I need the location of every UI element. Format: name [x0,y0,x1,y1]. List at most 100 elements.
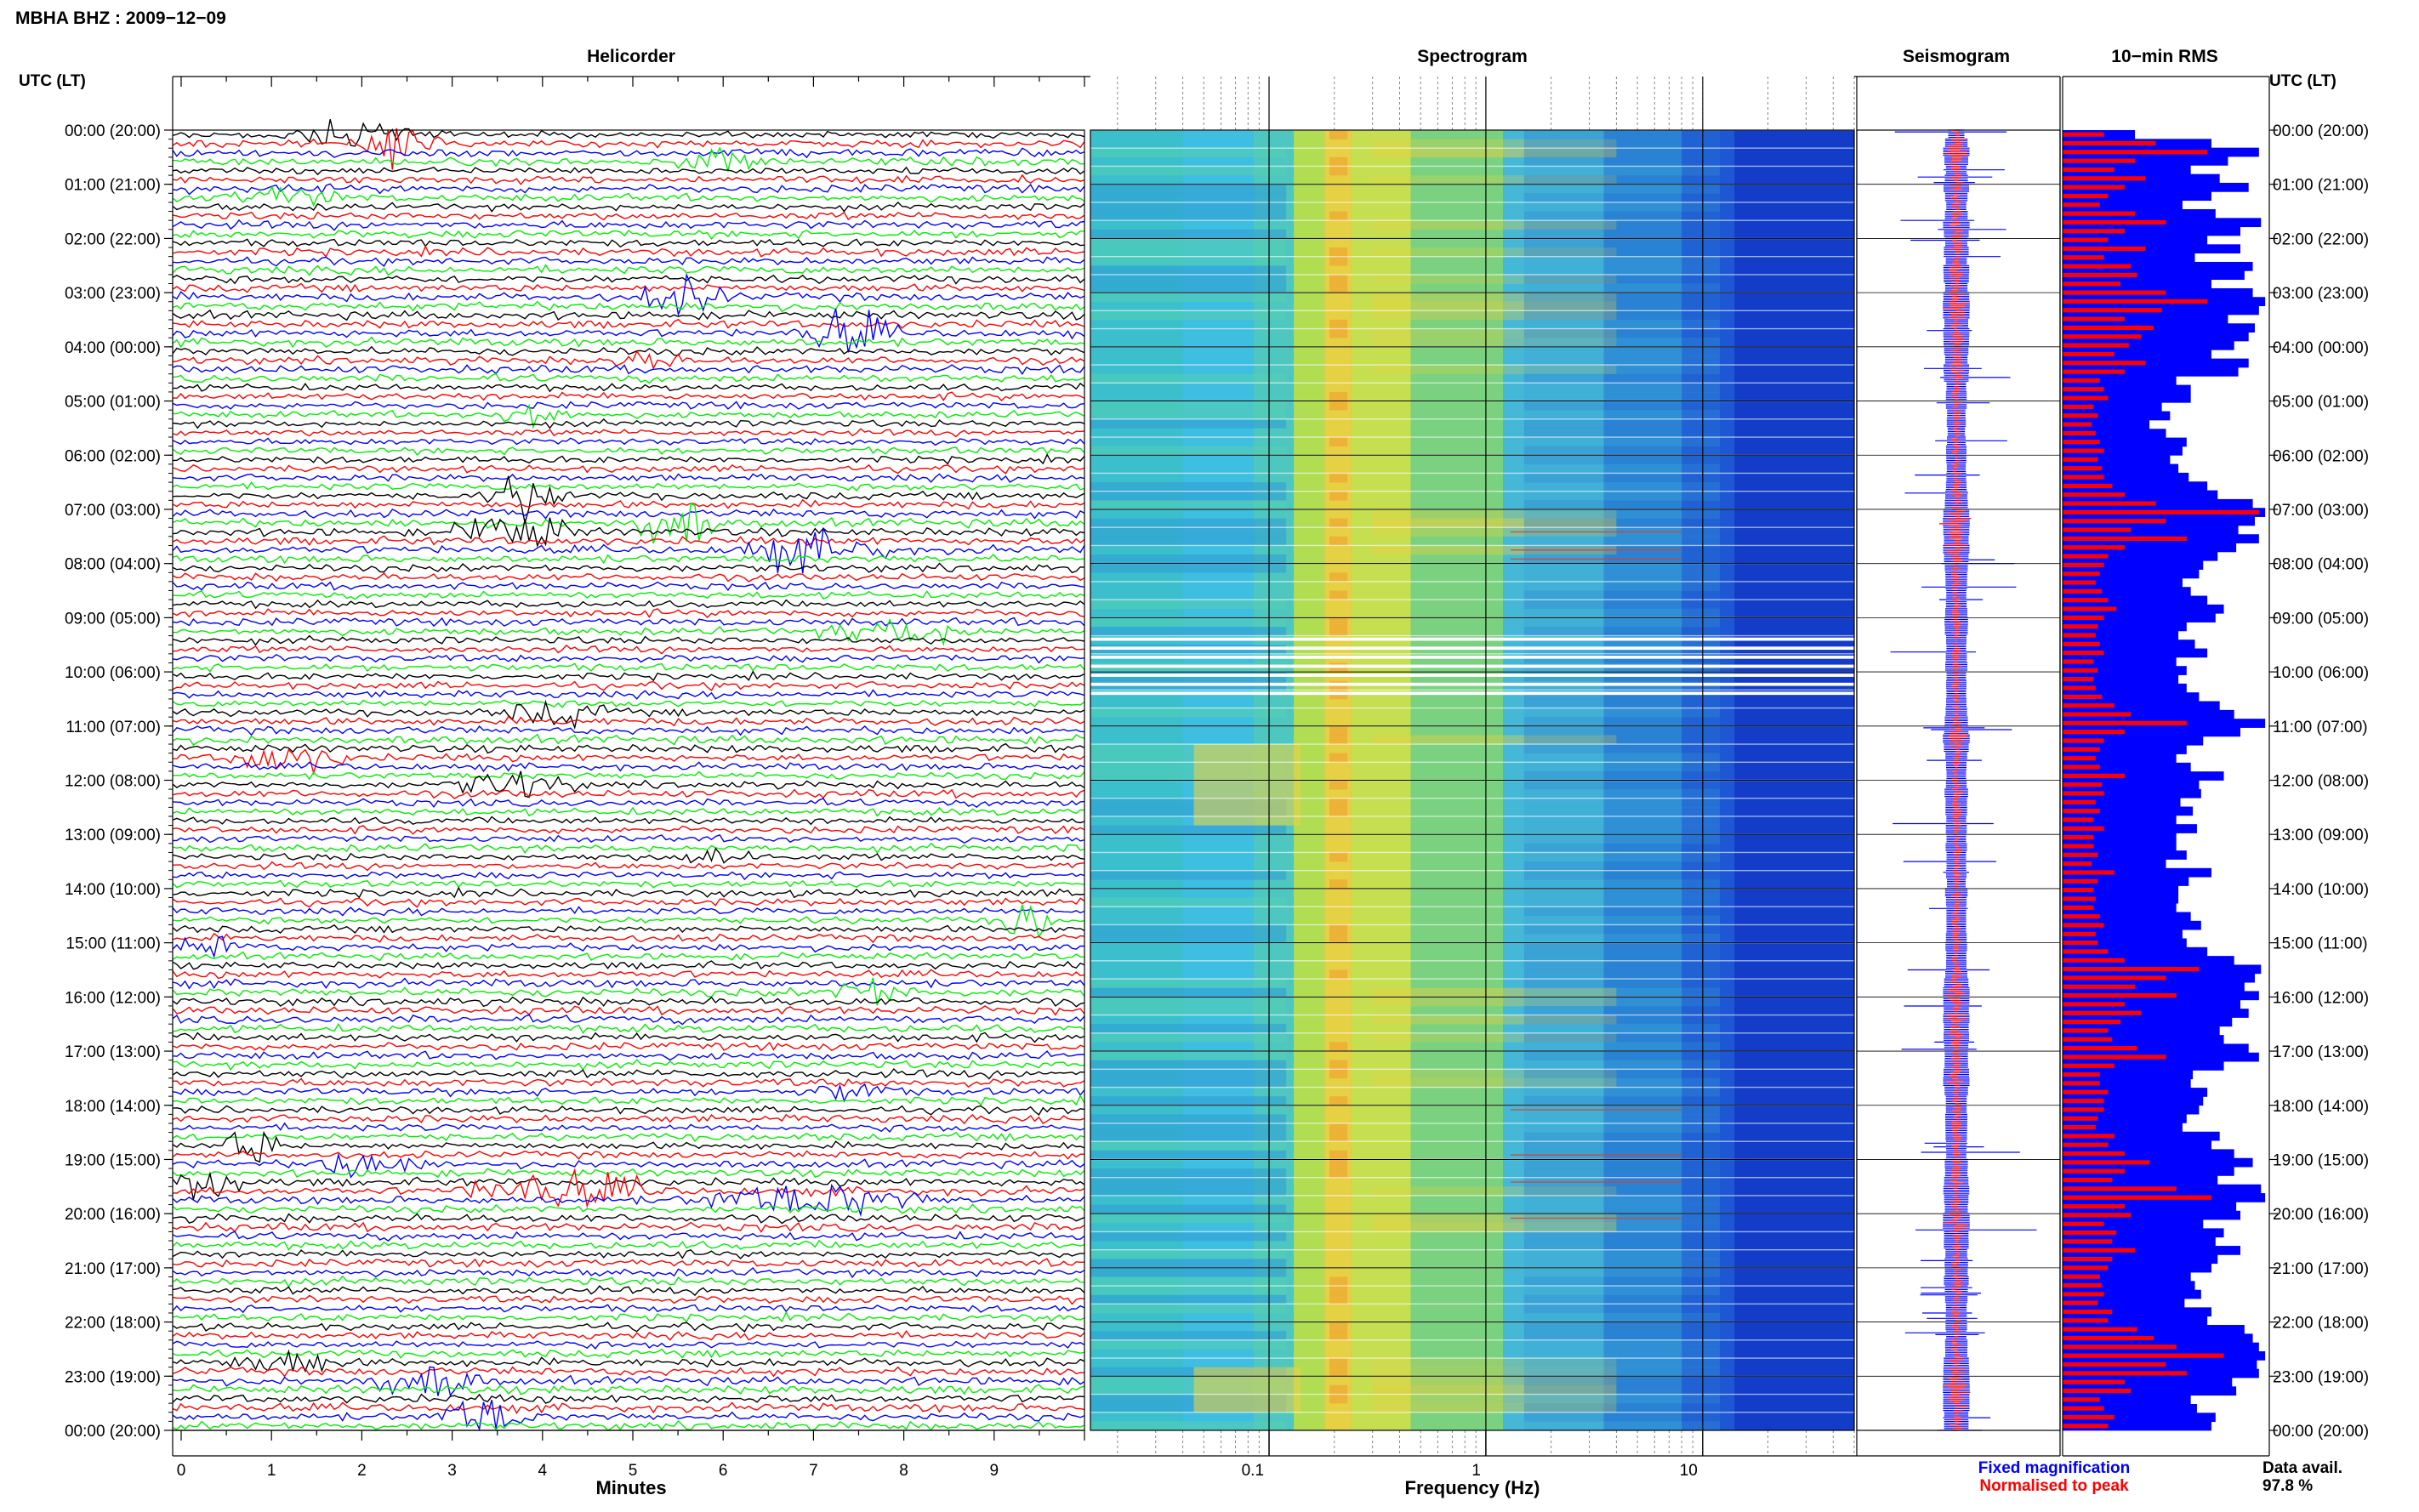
helicorder-trace [172,128,1085,170]
rms-fixed-bar [2063,569,2200,579]
spectrogram-row-cell [1523,139,1721,149]
rms-normalised-bar [2063,483,2113,488]
helicorder-trace [172,535,1085,547]
rms-normalised-bar [2063,685,2096,691]
hour-label-left: 10:00 (06:00) [65,664,161,682]
spectrogram-row-cell [1372,247,1617,257]
rms-fixed-bar [2063,709,2234,719]
hour-label-right: 22:00 (18:00) [2273,1315,2369,1333]
rms-normalised-bar [2063,1203,2125,1209]
helicorder-trace [172,653,1085,664]
hour-label-right: 03:00 (23:00) [2273,285,2369,303]
rms-fixed-bar [2063,867,2211,878]
helicorder-traces [172,119,1085,1432]
helicorder-trace [172,1349,1085,1373]
spectrogram-row-cell [1329,1123,1348,1133]
helicorder-trace [172,699,1085,730]
spectrogram-panel [1090,77,1855,1456]
rms-normalised-bar [2063,229,2125,234]
rms-fixed-bar [2063,1404,2197,1413]
spectrogram-row-cell [1523,608,1721,618]
rms-fixed-bar [2063,165,2191,175]
spectrogram-row-cell [1329,924,1348,935]
rms-normalised-bar [2063,290,2166,295]
helicorder-trace [172,806,1085,817]
rms-fixed-bar [2063,200,2183,210]
rms-normalised-bar [2063,272,2137,278]
rms-normalised-bar [2063,176,2146,181]
spectrogram-row-cell [1523,346,1721,356]
rms-normalised-bar [2063,1160,2150,1165]
data-availability-label: Data avail. [2262,1459,2342,1477]
spectrogram-row-cell [1090,1114,1287,1124]
rms-normalised-bar [2063,536,2187,541]
spectrogram-row-cell [1523,446,1721,456]
spectrogram-row-cell [1523,1222,1721,1232]
minute-tick-label: 6 [719,1462,728,1480]
rms-fixed-bar [2063,956,2234,965]
spectrogram-row-cell [1329,1331,1348,1341]
helicorder-trace [172,166,1085,176]
minute-tick-label: 3 [447,1462,457,1480]
spectrogram-row-cell [1329,256,1348,266]
rms-normalised-bar [2063,1089,2109,1094]
rms-fixed-bar [2063,850,2187,860]
hour-label-right: 00:00 (20:00) [2273,122,2369,140]
spectrogram-row-cell [1090,283,1287,293]
rms-fixed-bar [2063,1157,2253,1168]
rms-normalised-bar [2063,1397,2100,1402]
rms-normalised-bar [2063,545,2125,550]
spectrogram-row-cell [1090,293,1287,303]
spectrogram-row-cell [1329,166,1348,176]
minute-tick-label: 7 [809,1462,818,1480]
spectrogram-row-cell [1090,1331,1287,1341]
spectrogram-row-cell [1329,617,1348,628]
spectrogram-row-cell [1523,391,1721,401]
rms-fixed-bar [2063,1078,2191,1089]
helicorder-trace [172,202,1085,213]
helicorder-trace [172,634,1085,646]
helicorder-trace [172,581,1085,592]
minute-tick-label: 8 [899,1462,908,1480]
spectrogram-row-cell [1090,1214,1287,1224]
helicorder-trace [172,219,1085,231]
spectrogram-row-cell [1329,156,1348,167]
rms-fixed-bar [2063,244,2240,254]
spectrogram-row-cell [1090,1421,1287,1431]
helicorder-trace [172,1393,1085,1404]
spectrogram-row-cell [1090,482,1287,492]
hour-label-left: 21:00 (17:00) [65,1260,161,1278]
rms-normalised-bar [2063,1063,2114,1068]
helicorder-trace [172,300,1085,313]
rms-fixed-bar [2063,982,2245,992]
spectrogram-row-cell [1090,1367,1287,1377]
helicorder-panel [172,76,1090,1432]
rms-fixed-bar [2063,577,2183,588]
hour-label-right: 15:00 (11:00) [2273,935,2368,953]
rms-normalised-bar [2063,351,2114,357]
rms-normalised-bar [2063,633,2096,638]
rms-normalised-bar [2063,931,2096,936]
spectrogram-row-cell [1090,1150,1287,1160]
spectrogram-row-cell [1523,229,1721,239]
spectrogram-row-cell [1329,852,1348,862]
rms-normalised-bar [2063,624,2098,629]
rms-normalised-bar [2063,984,2136,989]
spectrogram-row-cell [1523,1339,1721,1350]
spectrogram-row-cell [1372,997,1617,1007]
spectrogram-row-cell [1523,563,1721,573]
spectrogram-row-cell [1329,283,1348,293]
helicorder-trace [172,211,1085,221]
rms-fixed-bar [2063,455,2171,464]
spectrogram-row-cell [1523,843,1721,853]
rms-normalised-bar [2063,878,2098,884]
rms-fixed-bar [2063,490,2218,500]
spectrogram-row-cell [1523,238,1721,248]
helicorder-trace [172,1131,1085,1143]
rms-normalised-bar [2063,651,2104,656]
spectrogram-row-cell [1329,1168,1348,1178]
hour-label-right: 06:00 (02:00) [2273,447,2369,465]
minute-tick-label: 9 [990,1462,999,1480]
spectrogram-row-cell [1090,1077,1287,1088]
rms-fixed-bar [2063,1299,2185,1308]
